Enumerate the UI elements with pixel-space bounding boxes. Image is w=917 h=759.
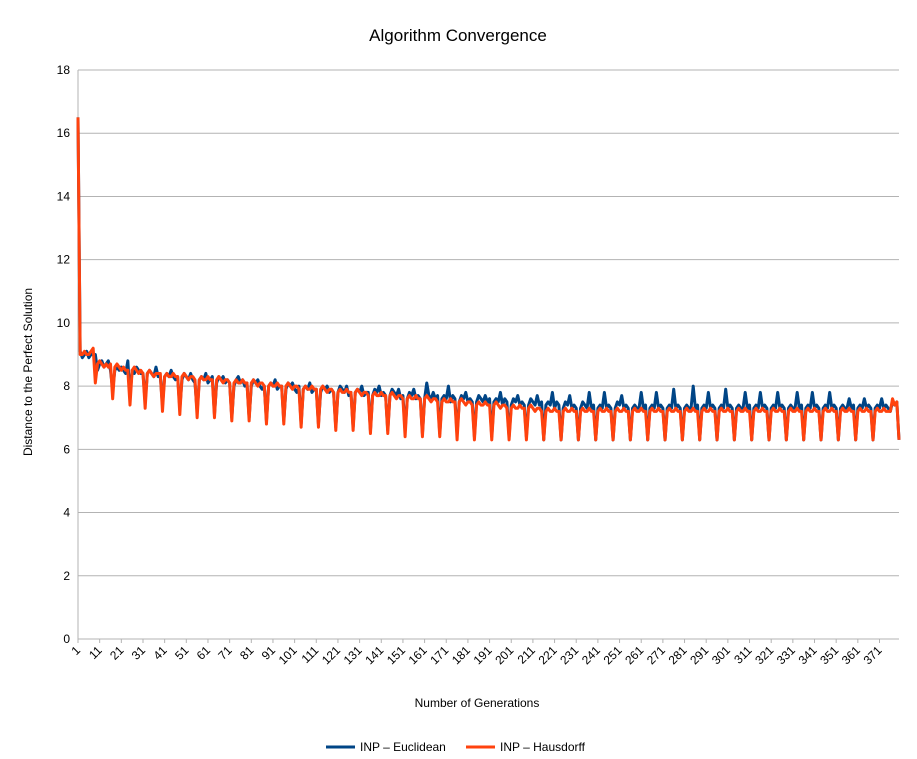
y-axis-label: Distance to the Perfect Solution [21, 288, 35, 456]
y-tick-label: 4 [63, 506, 70, 520]
y-tick-label: 18 [57, 63, 71, 77]
legend-item-hausdorff: INP – Hausdorff [466, 740, 586, 754]
series-lines [76, 117, 901, 442]
y-tick-label: 14 [57, 189, 71, 203]
y-tick-label: 12 [57, 253, 71, 267]
y-tick-label: 16 [57, 126, 71, 140]
y-tick-label: 8 [63, 379, 70, 393]
y-tick-label: 6 [63, 442, 70, 456]
chart-title: Algorithm Convergence [369, 26, 547, 45]
series-line-hausdorff [76, 117, 901, 442]
y-tick-label: 10 [57, 316, 71, 330]
y-tick-label: 2 [63, 569, 70, 583]
legend-item-euclidean: INP – Euclidean [326, 740, 446, 754]
y-axis-ticks: 0 2 4 6 8 10 12 14 16 18 [57, 63, 71, 646]
legend-label-hausdorff: INP – Hausdorff [500, 740, 586, 754]
y-tick-label: 0 [63, 632, 70, 646]
legend: INP – Euclidean INP – Hausdorff [326, 740, 586, 754]
legend-label-euclidean: INP – Euclidean [360, 740, 446, 754]
x-axis-label: Number of Generations [415, 696, 540, 710]
